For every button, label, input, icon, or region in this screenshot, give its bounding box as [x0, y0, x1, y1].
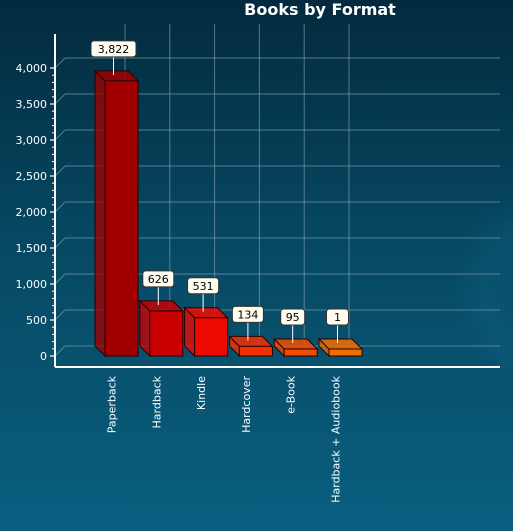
bar-side — [94, 69, 106, 358]
x-tick-label: Paperback — [106, 375, 119, 433]
background-glow — [450, 190, 513, 390]
bar-front — [283, 348, 318, 357]
bar-hardback — [138, 299, 185, 358]
data-label: 134 — [237, 308, 258, 321]
x-tick-label: Hardback + Audiobook — [330, 375, 343, 502]
grid-line-diagonal — [54, 237, 66, 249]
chart-title: Books by Format — [244, 0, 396, 19]
data-label: 626 — [148, 273, 169, 286]
data-label-box — [142, 270, 175, 288]
grid-line-diagonal — [54, 201, 66, 213]
y-tick-label: 1,500 — [16, 242, 48, 255]
y-tick-label: 3,500 — [16, 98, 48, 111]
bar-kindle — [183, 306, 229, 358]
x-tick-label: Kindle — [195, 376, 208, 410]
bar-e-book — [272, 337, 319, 358]
data-label-box — [280, 308, 306, 326]
grid-line-diagonal — [54, 165, 66, 177]
data-label-box — [231, 305, 264, 323]
grid-line-diagonal — [54, 93, 66, 105]
bar-front — [194, 317, 229, 357]
data-label-box — [187, 277, 220, 295]
bar-hardcover — [228, 335, 274, 358]
x-tick-label: Hardback — [150, 375, 163, 428]
data-label: 3,822 — [98, 43, 130, 56]
y-tick-label: 2,500 — [16, 170, 48, 183]
grid-line-diagonal — [54, 345, 66, 357]
y-tick-label: 0 — [40, 350, 47, 363]
y-tick-label: 3,000 — [16, 134, 48, 147]
grid-line-diagonal — [54, 309, 66, 321]
y-tick-label: 4,000 — [16, 62, 48, 75]
data-label-box — [326, 308, 349, 326]
grid-line-diagonal — [54, 273, 66, 285]
x-tick-label: Hardcover — [240, 376, 253, 433]
data-label: 531 — [193, 280, 214, 293]
y-tick-label: 1,000 — [16, 278, 48, 291]
bar-front — [149, 310, 184, 357]
x-tick-label: e-Book — [285, 375, 298, 413]
grid-line-diagonal — [54, 57, 66, 69]
data-label-box — [90, 40, 137, 58]
bar-front — [238, 345, 273, 357]
data-label: 95 — [286, 311, 300, 324]
bar-paperback — [93, 69, 140, 358]
bar-front — [328, 348, 363, 357]
grid-line-diagonal — [54, 129, 66, 141]
y-tick-label: 500 — [26, 314, 47, 327]
bar-hardback-audiobook — [317, 337, 364, 358]
data-label: 1 — [334, 311, 341, 324]
y-tick-label: 2,000 — [16, 206, 48, 219]
bar-front — [104, 80, 139, 357]
